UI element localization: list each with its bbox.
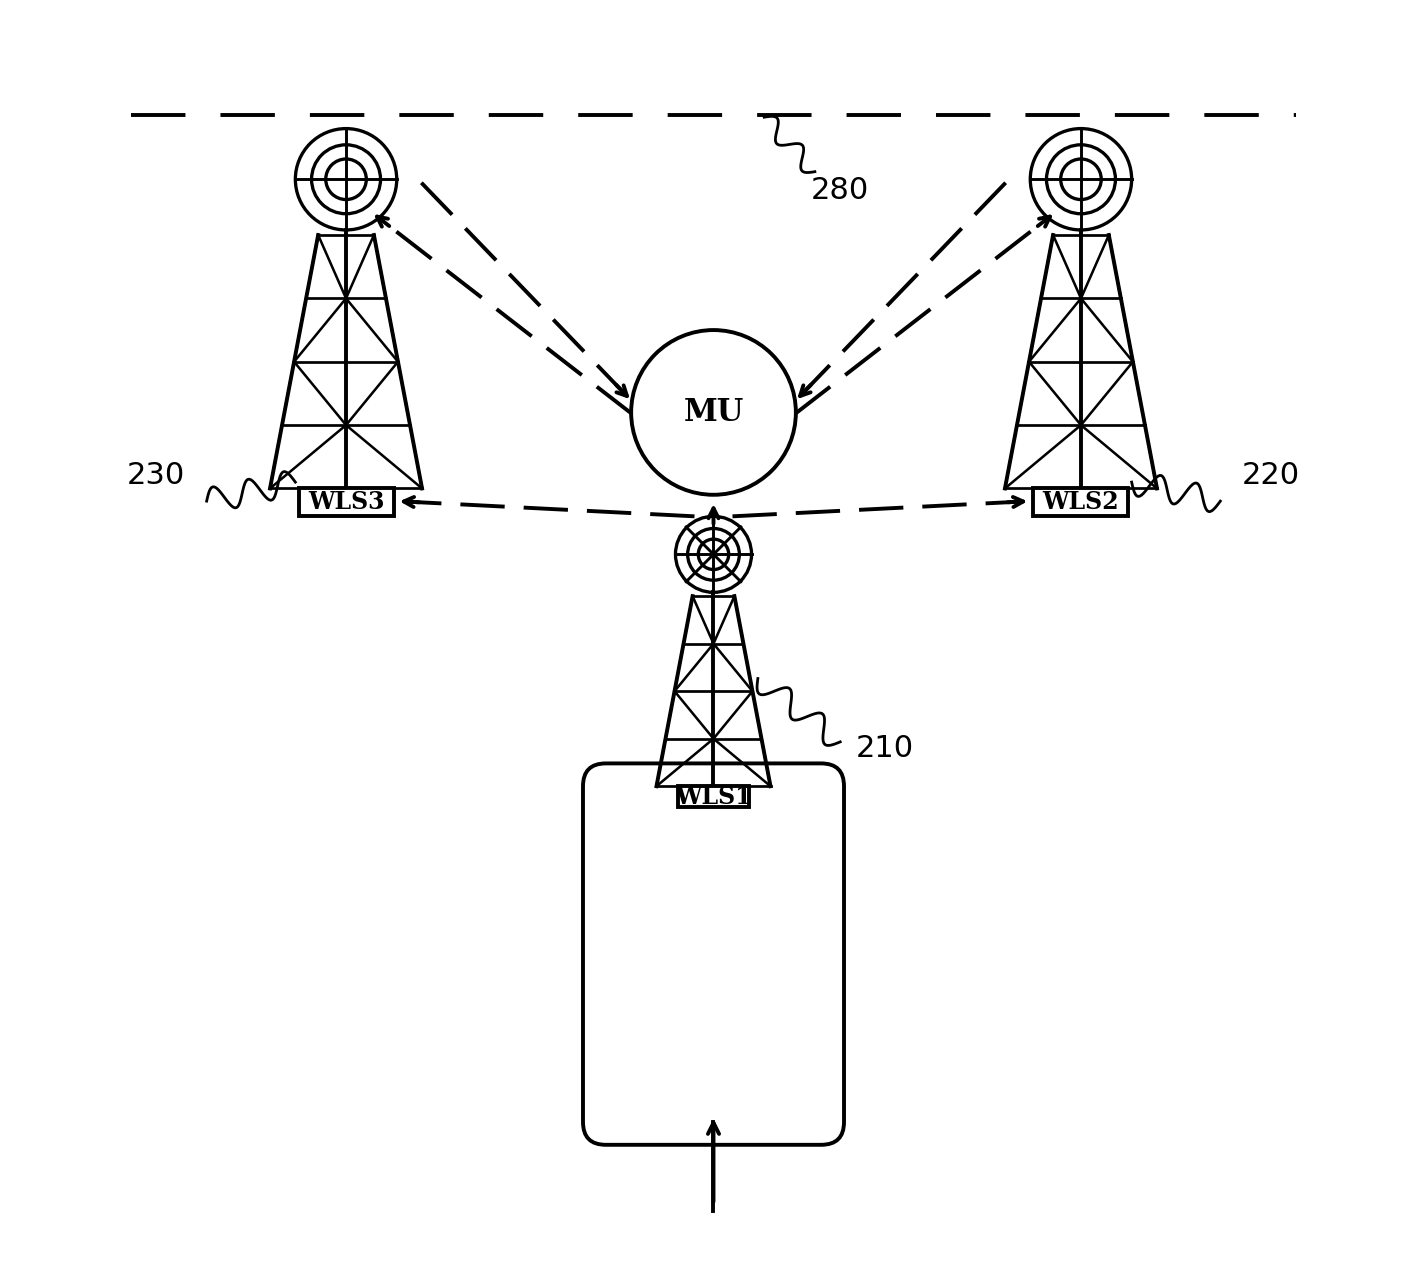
Text: 230: 230 (127, 461, 186, 491)
Text: 210: 210 (856, 734, 913, 762)
Text: 220: 220 (1241, 461, 1300, 491)
Text: MU: MU (684, 397, 743, 428)
FancyBboxPatch shape (678, 787, 749, 807)
Text: WLS2: WLS2 (1043, 491, 1119, 515)
FancyBboxPatch shape (298, 488, 394, 516)
Text: WLS3: WLS3 (308, 491, 384, 515)
Circle shape (631, 330, 796, 494)
FancyBboxPatch shape (1033, 488, 1129, 516)
FancyBboxPatch shape (584, 763, 843, 1145)
Text: WLS1: WLS1 (675, 785, 752, 808)
Text: 280: 280 (811, 177, 869, 205)
